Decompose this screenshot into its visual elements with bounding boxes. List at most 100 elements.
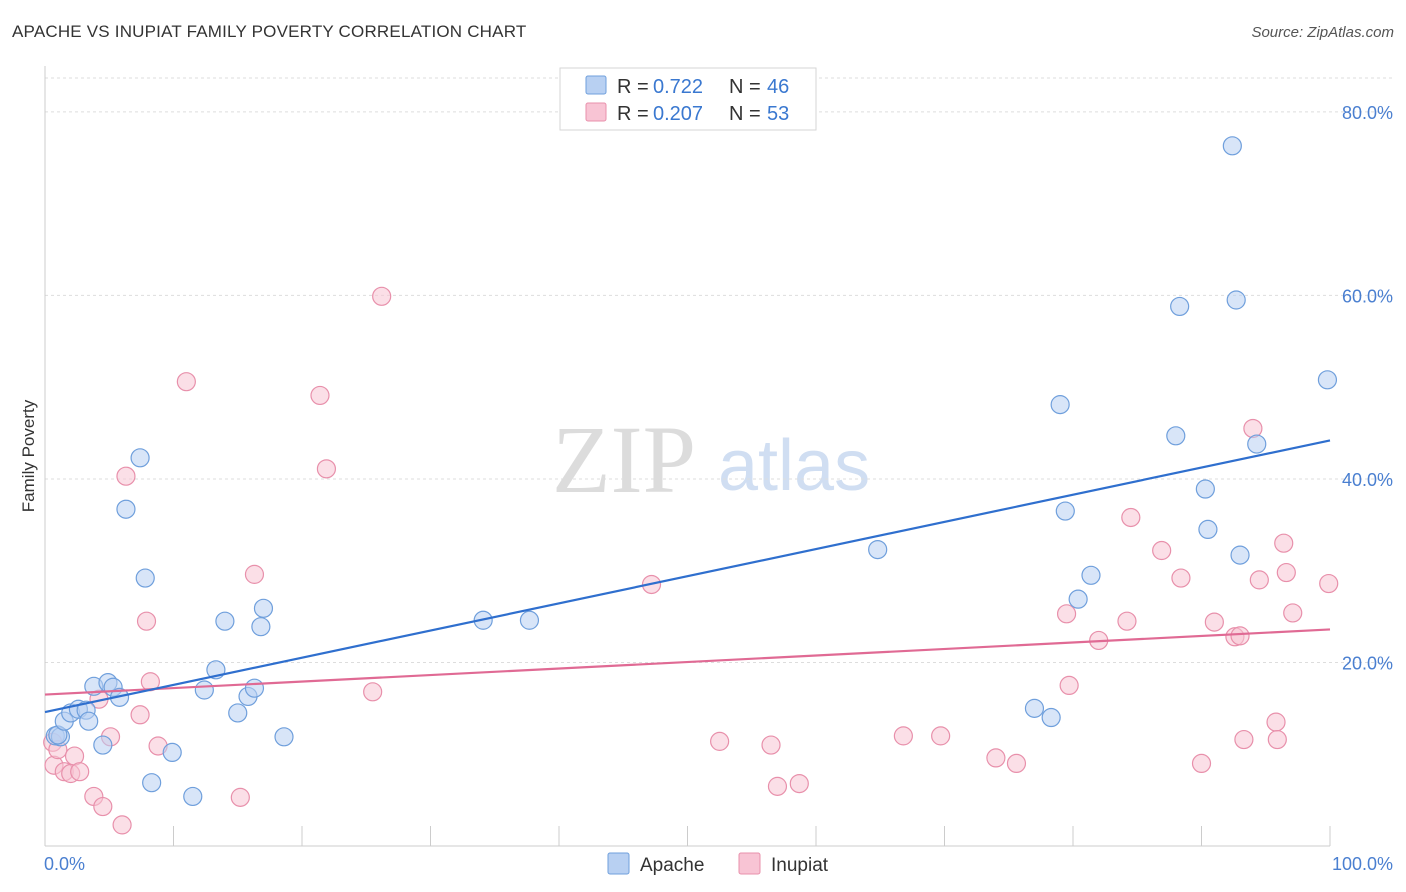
apache-point-13	[116, 499, 136, 519]
inupiat-point-18	[230, 787, 250, 807]
inupiat-series-swatch	[738, 852, 761, 875]
x-tick-labels: 0.0% 100.0%	[44, 854, 1393, 874]
inupiat-point-45	[1243, 418, 1263, 439]
apache-point-21	[215, 611, 235, 631]
inupiat-point-49	[1274, 533, 1294, 553]
inupiat-point-16	[176, 372, 196, 392]
inupiat-point-50	[1276, 562, 1296, 583]
legend-r-label-inupiat: R =	[617, 103, 649, 125]
inupiat-point-21	[316, 459, 337, 479]
apache-point-17	[162, 742, 182, 763]
y-tick-label-80: 80.0%	[1342, 103, 1393, 123]
apache-point-22	[228, 703, 248, 723]
inupiat-point-30	[931, 726, 951, 746]
apache-point-38	[1198, 519, 1218, 540]
apache-point-18	[183, 786, 203, 807]
apache-point-45	[1317, 370, 1338, 390]
inupiat-point-20	[310, 385, 330, 406]
inupiat-point-33	[1056, 604, 1077, 624]
inupiat-point-12	[130, 705, 150, 725]
y-tick-label-60: 60.0%	[1342, 286, 1393, 306]
apache-point-7	[79, 711, 99, 731]
inupiat-point-47	[1266, 712, 1286, 732]
inupiat-point-27	[767, 776, 788, 796]
apache-point-39	[1170, 296, 1190, 317]
legend-n-value-inupiat: 53	[767, 103, 789, 125]
x-tick-label-min: 0.0%	[44, 854, 85, 874]
apache-point-29	[519, 610, 540, 630]
apache-trend-line	[44, 439, 1331, 714]
inupiat-point-13	[136, 611, 157, 631]
inupiat-point-41	[1204, 612, 1224, 632]
inupiat-points	[43, 286, 1339, 835]
apache-point-33	[1050, 395, 1070, 415]
apache-point-30	[868, 539, 888, 560]
y-tick-labels: 20.0% 40.0% 60.0% 80.0%	[1342, 103, 1393, 674]
legend-r-value-apache: 0.722	[653, 76, 703, 98]
apache-point-25	[251, 617, 271, 637]
apache-point-34	[1055, 501, 1075, 521]
inupiat-point-43	[1230, 626, 1250, 646]
inupiat-point-23	[363, 682, 383, 702]
inupiat-point-44	[1234, 729, 1254, 750]
legend-n-label-inupiat: N =	[729, 103, 761, 125]
apache-point-14	[130, 448, 150, 468]
apache-point-27	[274, 727, 294, 747]
inupiat-point-22	[372, 286, 392, 306]
series-legend: Apache Inupiat	[607, 852, 829, 876]
apache-series-label: Apache	[640, 855, 704, 876]
inupiat-point-28	[789, 773, 809, 794]
inupiat-point-29	[893, 726, 913, 746]
inupiat-point-11	[112, 815, 132, 835]
apache-point-15	[135, 568, 155, 588]
y-tick-label-40: 40.0%	[1342, 470, 1393, 490]
apache-point-42	[1226, 290, 1246, 310]
inupiat-point-37	[1121, 507, 1141, 528]
apache-point-44	[1230, 545, 1250, 565]
inupiat-point-25	[710, 731, 730, 751]
watermark-atlas: atlas	[718, 426, 870, 506]
watermark-zip: ZIP	[552, 406, 696, 513]
legend-r-value-inupiat: 0.207	[653, 103, 703, 125]
axes	[44, 66, 1331, 847]
inupiat-point-9	[93, 796, 113, 817]
apache-point-24	[244, 678, 265, 698]
legend-n-value-apache: 46	[767, 76, 789, 98]
apache-point-32	[1041, 707, 1061, 728]
inupiat-series-label: Inupiat	[771, 855, 829, 876]
source-credit: Source: ZipAtlas.com	[1251, 24, 1394, 41]
apache-point-37	[1166, 426, 1186, 446]
inupiat-point-51	[1283, 603, 1303, 623]
trend-lines	[44, 439, 1331, 714]
inupiat-point-39	[1171, 568, 1191, 588]
inupiat-point-46	[1249, 570, 1269, 590]
chart-title: APACHE VS INUPIAT FAMILY POVERTY CORRELA…	[12, 22, 527, 41]
inupiat-point-36	[1117, 611, 1137, 631]
inupiat-point-26	[761, 735, 781, 755]
inupiat-point-40	[1191, 753, 1212, 774]
apache-point-43	[1247, 434, 1267, 454]
inupiat-point-34	[1059, 675, 1079, 696]
apache-point-9	[93, 735, 113, 755]
inupiat-point-32	[1006, 753, 1027, 774]
apache-series-swatch	[607, 852, 630, 875]
correlation-legend: R = 0.722 N = 46 R = 0.207 N = 53	[559, 67, 817, 131]
inupiat-legend-swatch	[585, 102, 607, 122]
inupiat-point-52	[1319, 573, 1339, 594]
apache-point-19	[194, 680, 214, 700]
inupiat-point-17	[116, 466, 136, 486]
apache-point-31	[1024, 698, 1045, 718]
apache-point-41	[1222, 136, 1242, 156]
inupiat-point-31	[986, 748, 1006, 768]
apache-point-16	[142, 773, 162, 793]
apache-point-36	[1081, 565, 1101, 585]
x-tick-label-max: 100.0%	[1332, 854, 1393, 874]
inupiat-point-48	[1267, 729, 1287, 750]
y-axis-label: Family Poverty	[19, 399, 38, 512]
inupiat-point-19	[244, 564, 265, 584]
apache-legend-swatch	[585, 75, 607, 95]
legend-r-label-apache: R =	[617, 76, 649, 98]
y-tick-label-20: 20.0%	[1342, 653, 1393, 673]
inupiat-point-38	[1152, 540, 1172, 561]
